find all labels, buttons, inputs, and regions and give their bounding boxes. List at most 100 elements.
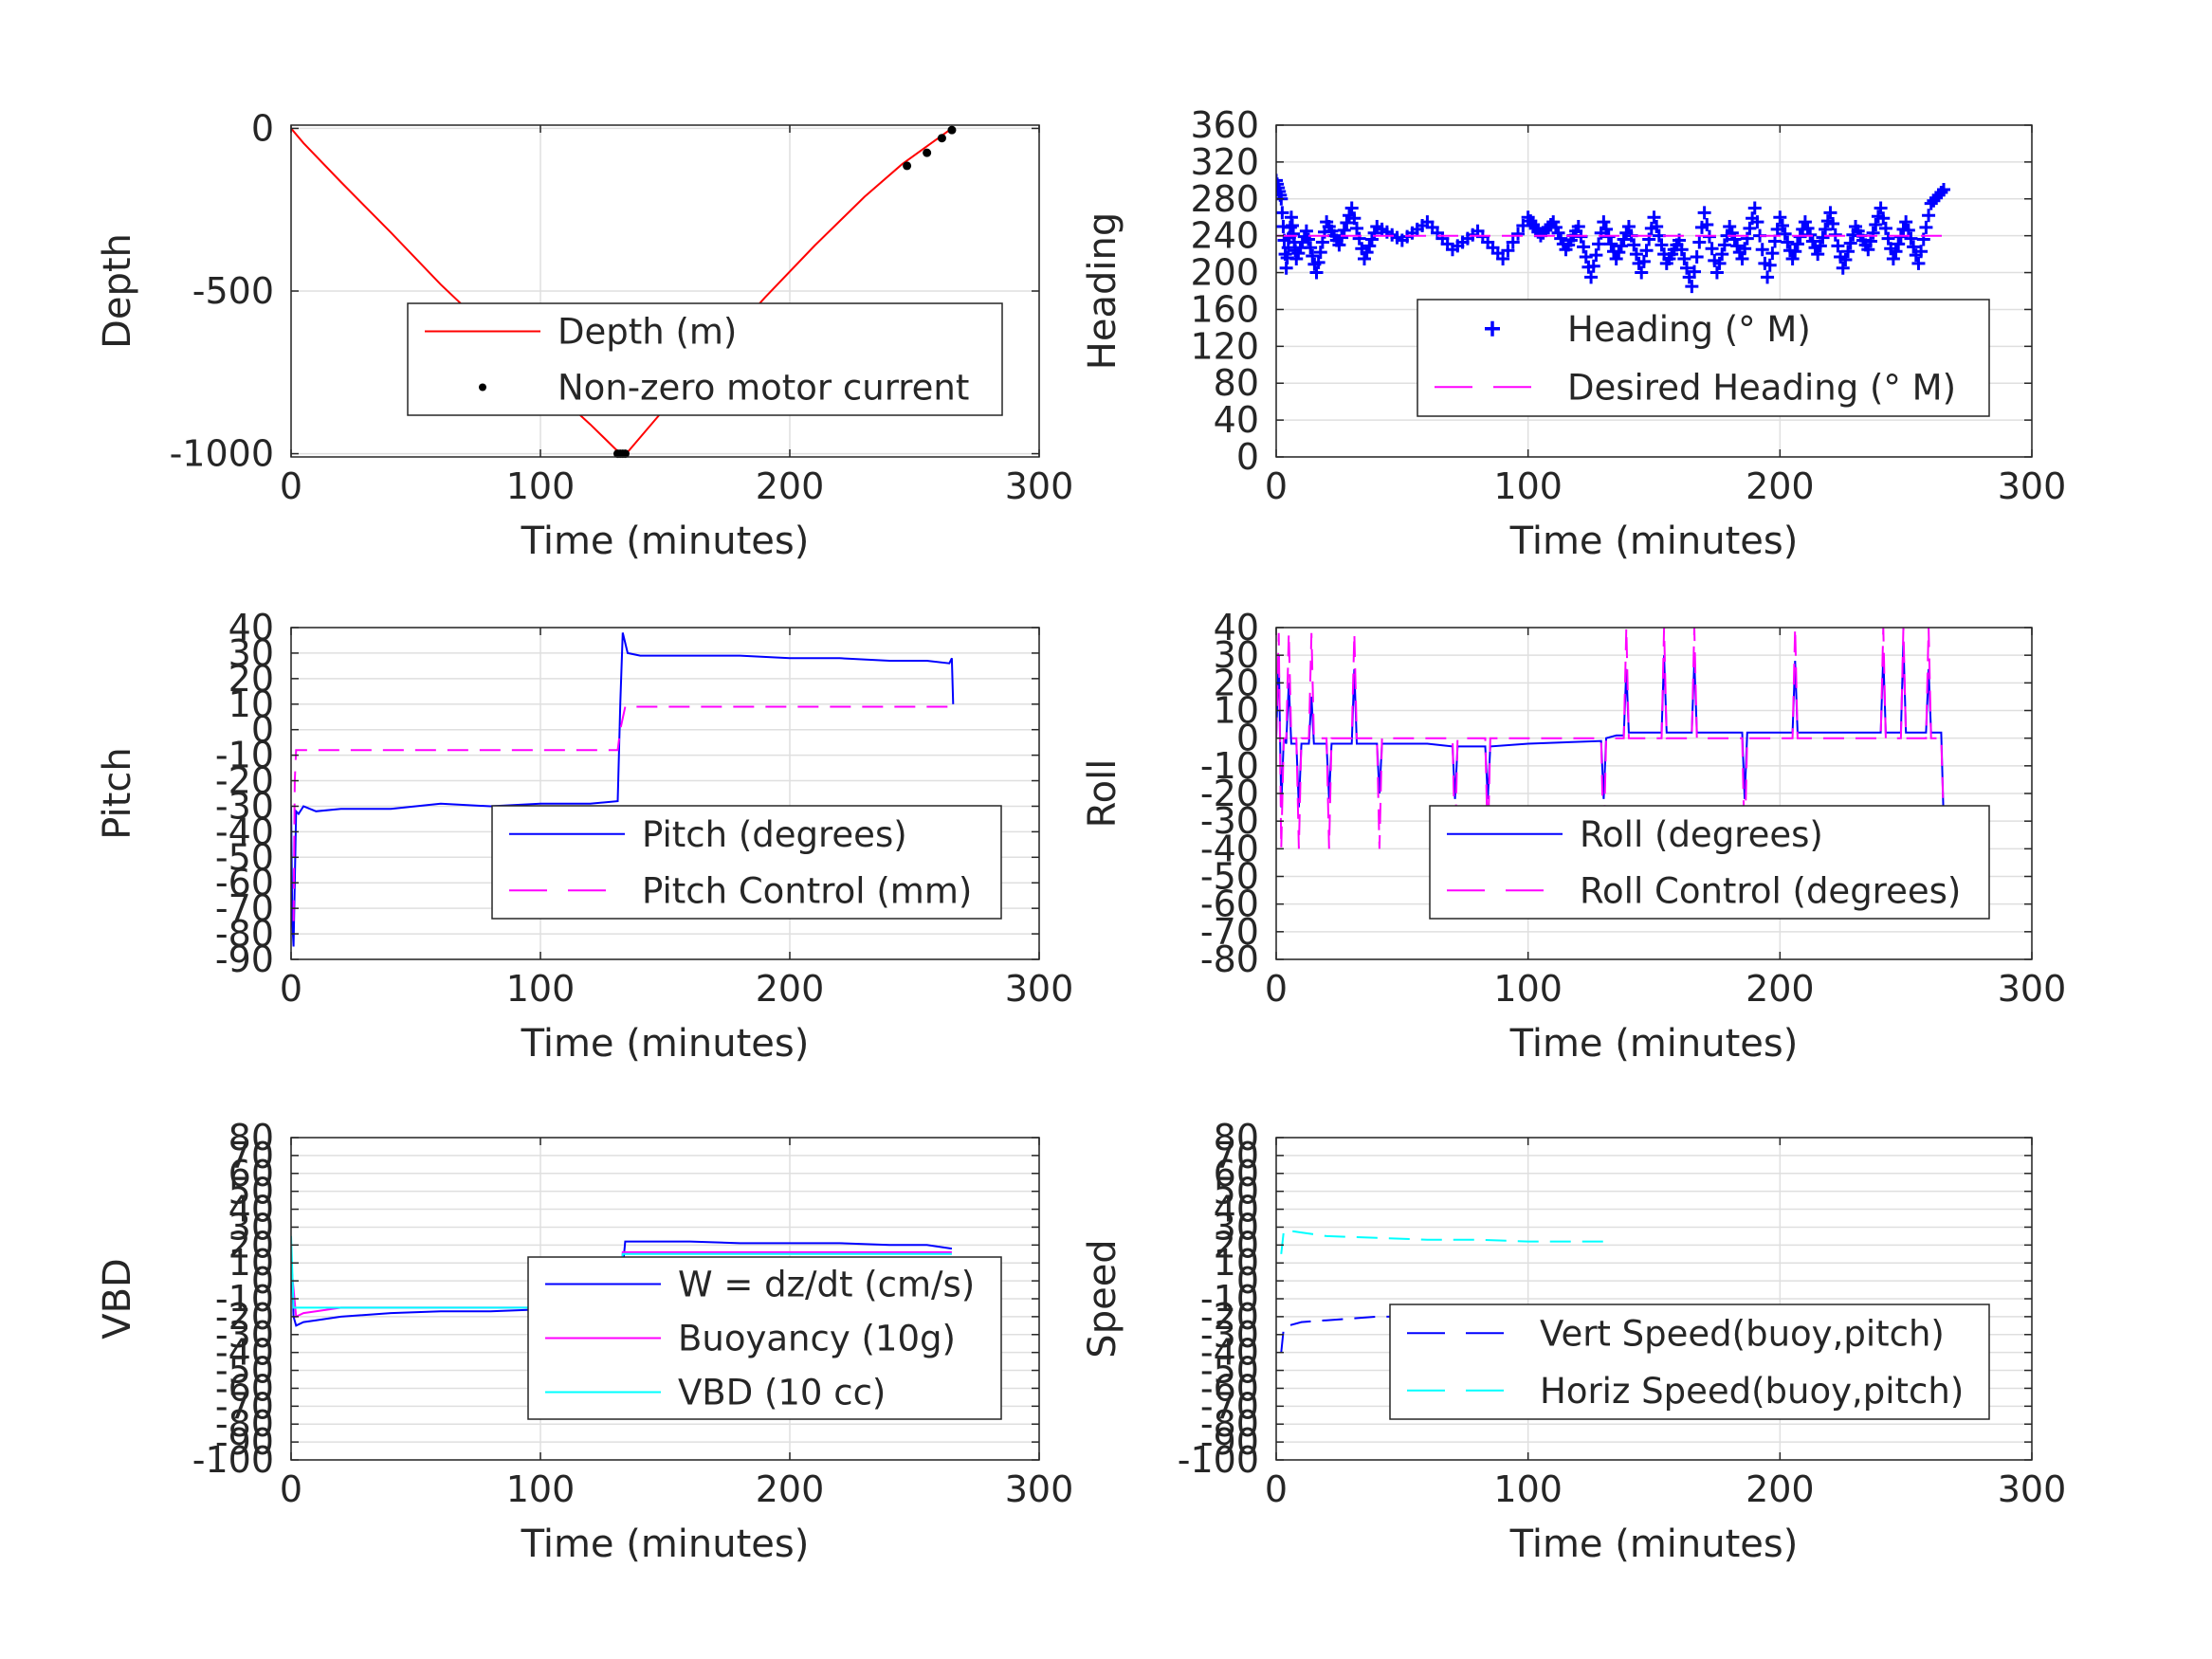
roll-legend-box (1429, 805, 1990, 920)
heading-data (1276, 173, 1951, 294)
vbd-series-2-line (291, 1235, 952, 1309)
heading-series-0-marker (1878, 221, 1892, 235)
pitch-ytick-label: 0 (251, 709, 274, 751)
heading-series-0-marker (1874, 201, 1888, 215)
heading-series-0-marker (1304, 241, 1318, 255)
heading-series-0-marker (1621, 219, 1636, 233)
heading-ytick-label: 280 (1190, 178, 1259, 220)
heading-series-0-marker (1801, 221, 1815, 235)
depth-legend: Depth (m) Non-zero motor current (407, 302, 1003, 416)
pitch-ytick-label: -50 (215, 836, 274, 878)
pitch-xtick-label: 300 (1005, 968, 1074, 1010)
heading-series-0-marker (1690, 250, 1704, 264)
heading-series-0-marker (1904, 231, 1918, 246)
vbd-ytick-label: -60 (215, 1367, 274, 1409)
heading-series-0-marker (1937, 183, 1951, 197)
pitch-ytick-label: -40 (215, 811, 274, 852)
roll-chart: 0 100 200 300-80-70-60-50-40-30-20-10010203… (1081, 607, 2066, 1066)
heading-chart: 0 100 200 30004080120160200240280320360Time… (1081, 104, 2066, 563)
heading-series-0-marker (1335, 230, 1349, 245)
pitch-xtick-label: 200 (756, 968, 825, 1010)
heading-series-0-marker (1636, 254, 1651, 268)
vbd-ytick-label: -40 (215, 1332, 274, 1374)
vbd-ytick-label: 40 (229, 1189, 274, 1231)
heading-series-0-marker (1725, 226, 1739, 240)
vbd-ytick-label: -20 (215, 1296, 274, 1338)
speed-ytick-label: -40 (1200, 1332, 1259, 1374)
speed-ytick-label: 70 (1214, 1135, 1259, 1176)
heading-series-0-marker (1886, 251, 1900, 265)
pitch-ylabel: Pitch (96, 747, 139, 839)
heading-series-0-marker (1819, 222, 1833, 236)
heading-series-0-marker (1496, 251, 1510, 265)
depth-legend-swatch (479, 383, 486, 392)
roll-xtick-label: 200 (1746, 968, 1815, 1010)
speed-ytick-label: -80 (1200, 1403, 1259, 1445)
speed-ytick-label: -60 (1200, 1367, 1259, 1409)
roll-ytick-label: 10 (1214, 690, 1259, 732)
roll-ytick-label: -80 (1200, 939, 1259, 980)
heading-series-0-marker (1506, 235, 1520, 249)
pitch-ytick-label: -80 (215, 913, 274, 955)
heading-series-0-marker (1685, 280, 1699, 294)
heading-series-0-marker (1843, 236, 1857, 250)
heading-series-0-marker (1306, 249, 1320, 264)
speed-ytick-label: 10 (1214, 1242, 1259, 1284)
heading-series-0-marker (1922, 209, 1936, 223)
depth-series-1-point (937, 134, 946, 143)
pitch-xtick-label: 100 (506, 968, 576, 1010)
depth-xlabel: Time (minutes) (521, 520, 810, 563)
speed-ytick-label: -90 (1200, 1421, 1259, 1463)
speed-ytick-label: 40 (1214, 1189, 1259, 1231)
vbd-xtick-label: 100 (506, 1468, 576, 1510)
speed-xtick-label: 200 (1746, 1468, 1815, 1510)
vbd-ylabel: VBD (96, 1258, 139, 1340)
speed-ytick-label: -50 (1200, 1350, 1259, 1392)
heading-series-0-marker (1811, 247, 1825, 262)
heading-series-0-marker (1511, 227, 1526, 241)
heading-series-0-marker (1612, 246, 1626, 260)
heading-series-0-marker (1347, 211, 1362, 226)
heading-series-0-marker (1907, 240, 1921, 254)
roll-ytick-label: -40 (1200, 828, 1259, 869)
heading-legend-label: Desired Heading (° M) (1567, 367, 1956, 408)
pitch-ytick-label: -10 (215, 735, 274, 776)
heading-series-0-marker (1705, 242, 1719, 256)
heading-xtick-label: 200 (1746, 465, 1815, 507)
heading-series-0-marker (1309, 265, 1324, 280)
heading-series-0-marker (1584, 270, 1599, 284)
heading-series-0-marker (1803, 228, 1818, 242)
depth-legend-box (407, 302, 1003, 416)
heading-series-0-marker (1823, 206, 1837, 220)
speed-ytick-label: 0 (1236, 1260, 1259, 1302)
pitch-ytick-label: 10 (229, 684, 274, 725)
pitch-chart: 0 100 200 300-90-80-70-60-50-40-30-20-10010… (96, 607, 1073, 1066)
heading-ytick-label: 80 (1214, 362, 1259, 404)
heading-series-0-marker (1360, 246, 1374, 260)
heading-series-0-marker (1276, 173, 1283, 188)
heading-series-0-marker (1364, 232, 1379, 246)
pitch-data (291, 632, 955, 947)
pitch-ytick-label: -20 (215, 760, 274, 802)
vbd-legend: W = dz/dt (cm/s) Buoyancy (10g) VBD (10 cc… (527, 1256, 1002, 1420)
heading-series-0-marker (1340, 216, 1354, 230)
heading-series-0-marker (1861, 243, 1875, 257)
vbd-ytick-label: -70 (215, 1385, 274, 1427)
heading-xtick-label: 300 (1998, 465, 2067, 507)
heading-series-0-marker (1650, 219, 1664, 233)
depth-xtick-label: 100 (506, 465, 576, 507)
speed-ytick-label: 80 (1214, 1117, 1259, 1158)
depth-xtick-label: 0 (280, 465, 302, 507)
heading-series-0-marker (1609, 251, 1623, 265)
pitch-ytick-label: -90 (215, 939, 274, 980)
vbd-legend-label: Buoyancy (10g) (678, 1319, 956, 1359)
vbd-ytick-label: 80 (229, 1117, 274, 1158)
heading-series-0-marker (1747, 201, 1762, 215)
heading-series-0-marker (1579, 250, 1593, 264)
heading-series-0-marker (1836, 261, 1850, 275)
heading-series-0-marker (1775, 218, 1789, 232)
heading-series-0-marker (1700, 218, 1714, 231)
heading-series-0-marker (1869, 218, 1883, 231)
roll-ytick-label: -30 (1200, 800, 1259, 842)
speed-ytick-label: 20 (1214, 1224, 1259, 1266)
